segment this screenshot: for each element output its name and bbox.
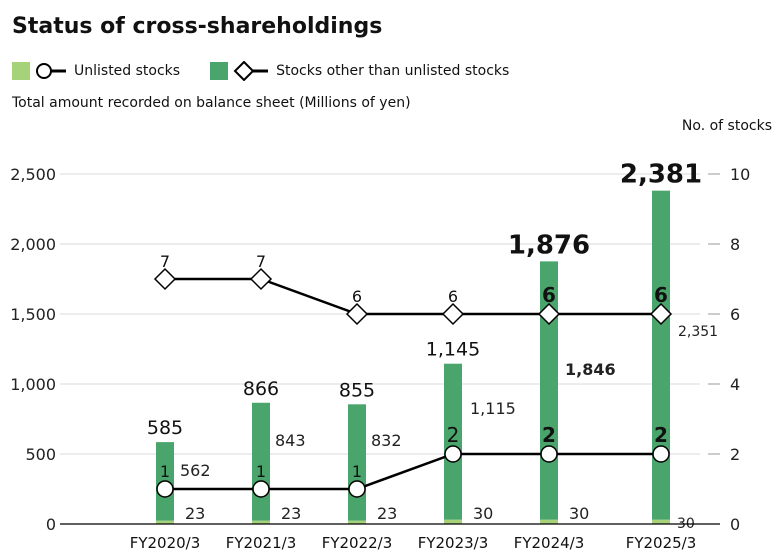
x-tick-label: FY2022/3 — [322, 534, 393, 552]
unlisted-value-label: 23 — [377, 504, 397, 523]
circle-marker — [444, 445, 462, 463]
x-tick-label: FY2020/3 — [130, 534, 201, 552]
unlisted-value-label: 30 — [473, 504, 493, 523]
legend: Unlisted stocks Stocks other than unlist… — [12, 61, 539, 81]
diamond-marker — [649, 302, 673, 326]
y2-tick-label: 10 — [730, 165, 750, 184]
circle-marker — [540, 445, 558, 463]
other-value-label: 562 — [180, 461, 211, 480]
y-tick-label: 2,000 — [10, 235, 56, 254]
bar-unlisted — [156, 520, 174, 524]
unlisted-value-label: 23 — [185, 504, 205, 523]
total-label: 866 — [243, 378, 279, 400]
y-axis-label: Total amount recorded on balance sheet (… — [12, 95, 411, 111]
diamond-marker — [441, 302, 465, 326]
legend-item-unlisted: Unlisted stocks — [12, 62, 180, 80]
other-value-label: 1,846 — [565, 360, 616, 379]
count-label: 2 — [654, 423, 668, 447]
total-label: 1,145 — [426, 339, 480, 361]
other-value-label: 2,351 — [678, 324, 718, 340]
count-label: 6 — [542, 283, 556, 307]
diamond-marker — [345, 302, 369, 326]
circle-marker — [252, 480, 270, 498]
y-tick-label: 1,000 — [10, 375, 56, 394]
legend-label: Stocks other than unlisted stocks — [276, 63, 510, 79]
bar-unlisted — [252, 520, 270, 524]
y2-tick-label: 0 — [730, 515, 740, 534]
unlisted-value-label: 30 — [569, 504, 589, 523]
total-label: 585 — [147, 417, 183, 439]
circle-marker — [348, 480, 366, 498]
count-label: 1 — [256, 462, 266, 481]
circle-marker — [156, 480, 174, 498]
line-diamond — [165, 277, 661, 316]
x-tick-label: FY2021/3 — [226, 534, 297, 552]
y2-tick-label: 6 — [730, 305, 740, 324]
total-label: 855 — [339, 379, 375, 401]
line-circle — [165, 452, 661, 491]
count-label: 6 — [654, 283, 668, 307]
y2-tick-label: 8 — [730, 235, 740, 254]
other-value-label: 843 — [275, 431, 306, 450]
y2-tick-label: 4 — [730, 375, 740, 394]
x-tick-label: FY2023/3 — [418, 534, 489, 552]
count-label: 6 — [352, 287, 362, 306]
diamond-marker — [249, 267, 273, 291]
count-label: 2 — [542, 423, 556, 447]
circle-marker — [652, 445, 670, 463]
legend-label: Unlisted stocks — [74, 63, 181, 79]
y-tick-label: 0 — [46, 515, 56, 534]
legend-item-other: Stocks other than unlisted stocks — [210, 61, 509, 81]
y-tick-label: 1,500 — [10, 305, 56, 324]
bar-other — [444, 363, 462, 520]
y2-tick-label: 2 — [730, 445, 740, 464]
bar-unlisted — [652, 519, 670, 524]
other-value-label: 1,115 — [470, 399, 516, 418]
count-label: 6 — [448, 287, 458, 306]
diamond-marker — [537, 302, 561, 326]
bar-other — [652, 190, 670, 520]
x-tick-label: FY2025/3 — [626, 534, 697, 552]
bar-unlisted — [348, 520, 366, 524]
unlisted-value-label: 23 — [281, 504, 301, 523]
total-label: 1,876 — [508, 230, 590, 260]
y-tick-label: 500 — [25, 445, 56, 464]
y2-axis-label: No. of stocks — [681, 118, 772, 134]
legend-swatch — [12, 62, 30, 80]
y-tick-label: 2,500 — [10, 165, 56, 184]
count-label: 7 — [256, 252, 266, 271]
diamond-marker — [153, 267, 177, 291]
bar-unlisted — [540, 519, 558, 524]
bar-unlisted — [444, 519, 462, 524]
count-label: 2 — [447, 423, 460, 447]
circle-marker-icon — [36, 63, 66, 79]
legend-swatch — [210, 62, 229, 80]
count-label: 7 — [160, 252, 170, 271]
count-label: 1 — [352, 462, 362, 481]
other-value-label: 832 — [371, 431, 402, 450]
count-label: 1 — [160, 462, 170, 481]
chart-title: Status of cross-shareholdings — [12, 14, 383, 39]
diamond-marker-icon — [233, 61, 269, 81]
x-tick-label: FY2024/3 — [514, 534, 585, 552]
total-label: 2,381 — [620, 160, 702, 190]
